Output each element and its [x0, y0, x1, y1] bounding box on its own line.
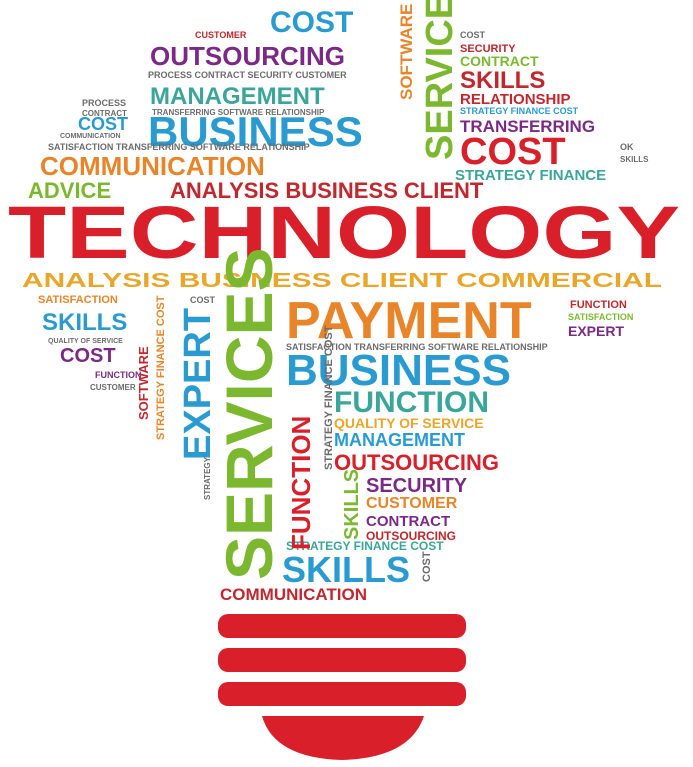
word: OK [620, 142, 634, 152]
word: OUTSOURCING [150, 41, 345, 71]
word: COMMUNICATION [40, 151, 265, 181]
word: OUTSOURCING [366, 529, 456, 543]
word: COMMUNICATION [60, 133, 121, 140]
word: CUSTOMER [90, 383, 136, 392]
word: STRATEGY FINANCE COST [286, 539, 444, 553]
word: PROCESS CONTRACT SECURITY CUSTOMER [148, 70, 347, 80]
word: CUSTOMER [366, 495, 458, 512]
word: ANALYSIS BUSINESS CLIENT COMMERCIAL [22, 270, 662, 292]
word: ANALYSIS BUSINESS CLIENT [170, 178, 484, 203]
word: ADVICE [28, 178, 111, 203]
word: COMMUNICATION [220, 585, 367, 604]
word: CONTRACT [82, 109, 127, 118]
word: SATISFACTION [568, 312, 633, 322]
word: SATISFACTION TRANSFERRING SOFTWARE RELAT… [48, 142, 310, 152]
word: SECURITY [460, 43, 516, 55]
word: STRATEGY FINANCE COST [460, 106, 579, 116]
bulb-base-band [218, 648, 466, 672]
word: SATISFACTION TRANSFERRING SOFTWARE RELAT… [286, 342, 548, 352]
word: SKILLS [42, 309, 127, 336]
word: COST [460, 131, 566, 173]
word: SKILLS [282, 549, 410, 590]
bulb-base-band [218, 614, 466, 638]
word: CONTRACT [366, 513, 450, 530]
bulb-base-band [218, 682, 466, 706]
word: TRANSFERRING [460, 117, 595, 136]
word: COST [60, 345, 116, 367]
word: STRATEGY FINANCE COST [323, 325, 335, 470]
word: FUNCTION [570, 299, 627, 311]
word: SOFTWARE [397, 4, 416, 100]
word: COST [270, 6, 353, 39]
word: CONTRACT [460, 53, 539, 69]
word: MANAGEMENT [150, 83, 325, 110]
word: STRATEGY FINANCE [455, 167, 606, 184]
word: CUSTOMER [195, 30, 247, 40]
word: EXPERT [568, 323, 624, 339]
word: COST [460, 30, 486, 40]
word: FUNCTION [334, 386, 489, 419]
word: BUSINESS [148, 108, 363, 155]
word: EXPERT [177, 308, 219, 460]
word: COST [78, 114, 128, 134]
word: TRANSFERRING SOFTWARE RELATIONSHIP [152, 108, 325, 117]
word: COST [190, 295, 216, 305]
word: SKILLS [620, 155, 649, 164]
word: QUALITY OF SERVICE [334, 415, 484, 431]
word: SOFTWARE [136, 346, 151, 420]
word: FUNCTION [95, 370, 142, 380]
word: BUSINESS [286, 346, 511, 395]
word: COST [421, 551, 433, 582]
word: SERVICES [419, 0, 461, 160]
word: PROCESS [82, 98, 126, 108]
word: SATISFACTION [38, 294, 118, 306]
word: QUALITY OF SERVICE [48, 338, 123, 345]
word: STRATEGY FINANCE COST [155, 295, 167, 440]
bulb-base-tip [262, 716, 424, 760]
word: STRATEGY [203, 456, 212, 500]
word: OUTSOURCING [334, 450, 499, 475]
word: SERVICES [212, 247, 286, 580]
word: RELATIONSHIP [460, 91, 571, 108]
word: SKILLS [460, 67, 545, 94]
word: SKILLS [341, 469, 363, 540]
word: SECURITY [366, 475, 468, 497]
word: MANAGEMENT [334, 430, 465, 450]
title-word-technology: TECHNOLOGY [8, 191, 680, 274]
word: PAYMENT [286, 292, 532, 350]
word: FUNCTION [286, 416, 316, 550]
